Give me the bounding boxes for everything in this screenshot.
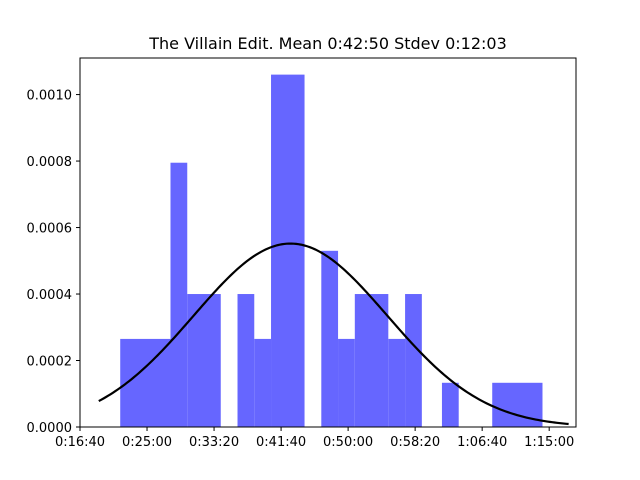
- y-tick-label: 0.0004: [27, 288, 73, 303]
- y-tick-label: 0.0006: [27, 222, 73, 237]
- y-axis: 0.0000 0.0002 0.0004 0.0006 0.0008 0.0010: [27, 89, 80, 436]
- histogram-bars: [120, 74, 543, 428]
- chart-title: The Villain Edit. Mean 0:42:50 Stdev 0:1…: [148, 34, 507, 53]
- y-tick-label: 0.0008: [27, 155, 73, 170]
- histogram-bar: [237, 294, 255, 427]
- x-tick-label: 0:58:20: [390, 435, 440, 450]
- x-tick-label: 0:41:40: [256, 435, 306, 450]
- x-tick-label: 0:50:00: [323, 435, 373, 450]
- histogram-bar: [271, 74, 305, 428]
- plot-area-frame: [79, 57, 577, 428]
- histogram-bar: [120, 338, 171, 427]
- histogram-bar: [388, 338, 406, 427]
- y-tick-label: 0.0000: [27, 421, 73, 436]
- histogram-bar: [354, 294, 389, 427]
- y-tick-label: 0.0002: [27, 355, 73, 370]
- histogram-bar: [405, 294, 422, 427]
- x-tick-label: 1:15:00: [524, 435, 574, 450]
- histogram-bar: [321, 250, 339, 427]
- histogram-bar: [254, 338, 272, 427]
- x-tick-label: 0:33:20: [189, 435, 239, 450]
- x-tick-label: 0:16:40: [55, 435, 105, 450]
- x-tick-label: 0:25:00: [122, 435, 172, 450]
- histogram-bar: [187, 294, 221, 427]
- normal-distribution-curve: [98, 242, 569, 426]
- histogram-bar: [170, 162, 188, 427]
- histogram-bar: [338, 338, 355, 427]
- x-tick-label: 1:06:40: [457, 435, 507, 450]
- histogram-bar: [441, 382, 459, 427]
- y-tick-label: 0.0010: [27, 89, 73, 104]
- x-axis: 0:16:40 0:25:00 0:33:20 0:41:40 0:50:00 0:58:…: [55, 427, 574, 450]
